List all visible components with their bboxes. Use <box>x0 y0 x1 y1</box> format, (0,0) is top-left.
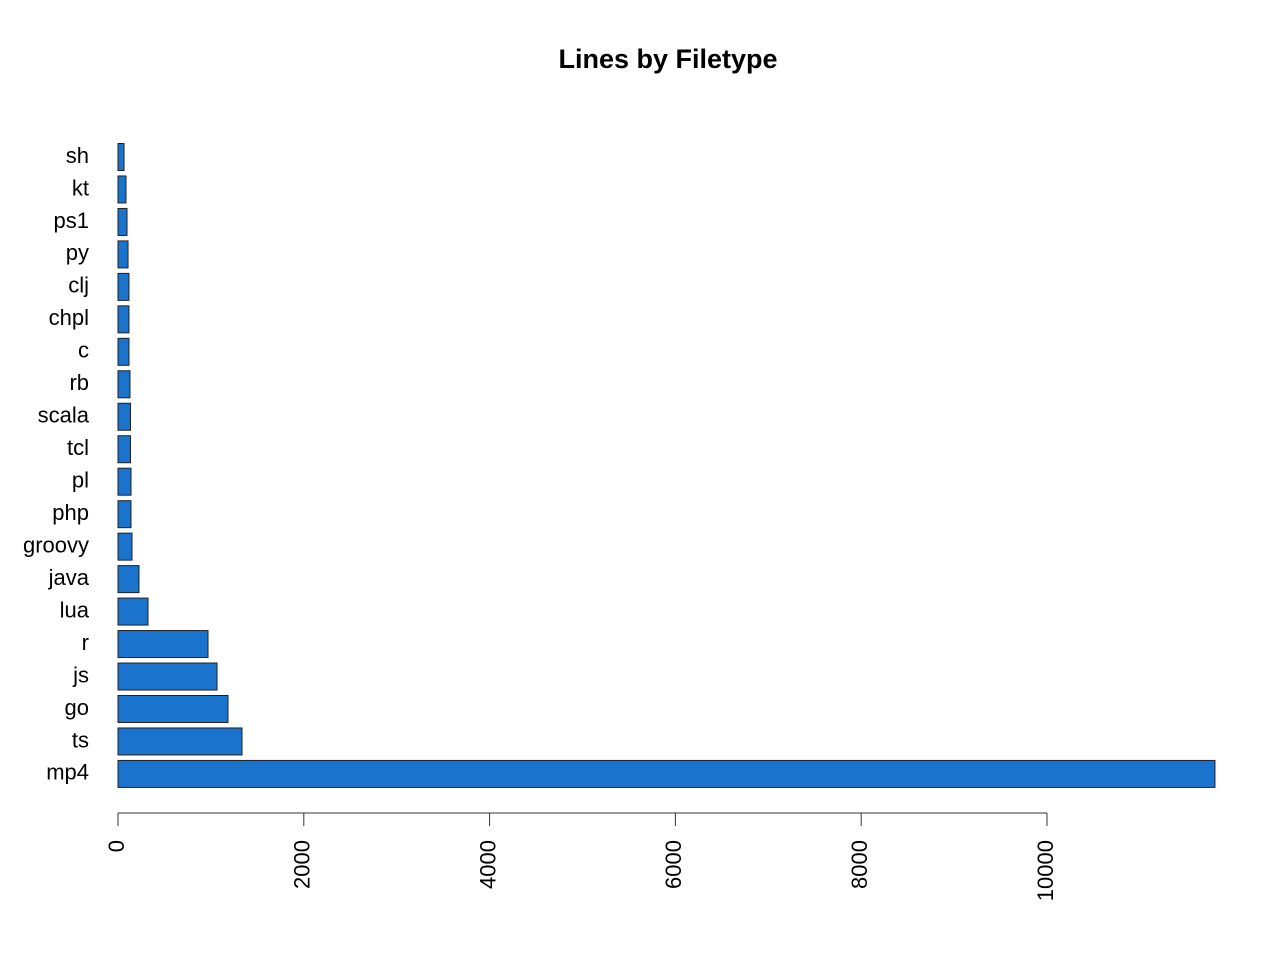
x-tick-label: 10000 <box>1033 840 1058 901</box>
bar <box>117 630 209 659</box>
y-tick-label: js <box>72 662 89 687</box>
y-tick-label: r <box>82 630 89 655</box>
y-tick-label: php <box>52 500 89 525</box>
bar <box>117 435 132 464</box>
bar <box>117 402 132 431</box>
bar <box>117 207 128 236</box>
x-tick-label: 8000 <box>847 840 872 889</box>
y-tick-label: ps1 <box>54 208 89 233</box>
bar <box>117 143 125 171</box>
y-tick-label: lua <box>60 597 90 622</box>
y-tick-label: ts <box>72 727 89 752</box>
bar <box>117 175 127 204</box>
y-tick-label: rb <box>69 370 89 395</box>
bar <box>117 240 129 269</box>
y-tick-label: chpl <box>49 305 89 330</box>
x-tick-label: 0 <box>104 840 129 852</box>
bar <box>117 467 132 496</box>
x-tick-label: 2000 <box>290 840 315 889</box>
bar <box>117 662 218 691</box>
bar <box>117 727 243 756</box>
bar <box>117 759 1216 788</box>
y-tick-label: scala <box>38 403 90 428</box>
y-tick-label: pl <box>72 468 89 493</box>
y-tick-label: clj <box>68 273 89 298</box>
bar <box>117 305 130 334</box>
y-tick-label: go <box>65 695 89 720</box>
x-tick-label: 4000 <box>475 840 500 889</box>
bar <box>117 532 133 561</box>
bar <box>117 370 131 399</box>
y-tick-label: sh <box>66 143 89 168</box>
y-tick-label: kt <box>72 175 89 200</box>
bar <box>117 565 140 594</box>
x-tick-label: 6000 <box>661 840 686 889</box>
y-tick-label: mp4 <box>46 760 89 785</box>
bar <box>117 694 229 723</box>
y-tick-label: tcl <box>67 435 89 460</box>
bar <box>117 337 130 366</box>
y-tick-label: java <box>48 565 90 590</box>
bar <box>117 500 132 529</box>
y-tick-label: groovy <box>23 532 89 557</box>
bar <box>117 272 130 301</box>
chart-title: Lines by Filetype <box>558 44 777 74</box>
y-tick-label: py <box>66 240 89 265</box>
bar <box>117 597 149 626</box>
y-tick-label: c <box>78 338 89 363</box>
